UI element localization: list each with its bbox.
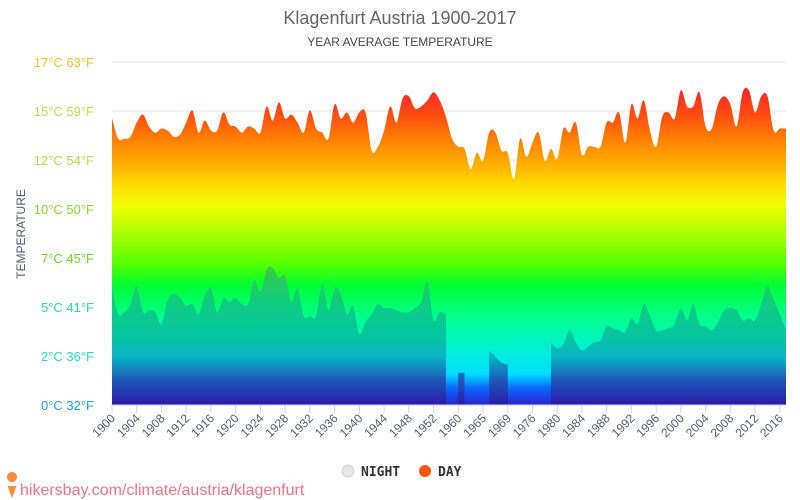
source-url[interactable]: hikersbay.com/climate/austria/klagenfurt xyxy=(20,482,305,499)
night-area-segment xyxy=(489,350,508,405)
night-area-segment xyxy=(112,266,446,405)
x-tick-label: 1996 xyxy=(633,411,662,440)
y-axis-labels: 0°C 32°F 2°C 36°F 5°C 41°F 7°C 45°F 10°C 50°… xyxy=(34,55,94,413)
x-tick-label: 2016 xyxy=(757,411,786,440)
chart-title: Klagenfurt Austria 1900-2017 xyxy=(283,8,516,28)
x-tick-label: 1992 xyxy=(609,411,638,440)
x-tick-label: 1988 xyxy=(584,411,613,440)
x-tick-label: 1904 xyxy=(114,411,143,440)
source-link[interactable]: hikersbay.com/climate/austria/klagenfurt xyxy=(7,472,305,499)
x-tick-label: 1965 xyxy=(460,411,489,440)
y-axis-title: TEMPERATURE xyxy=(14,189,28,279)
x-tick-label: 1900 xyxy=(89,411,118,440)
night-series-areas xyxy=(112,266,786,405)
x-tick-label: 1916 xyxy=(188,411,217,440)
legend-item-day[interactable]: DAY xyxy=(419,465,462,480)
y-tick-label: 17°C 63°F xyxy=(34,55,94,70)
legend-night-label: NIGHT xyxy=(361,465,400,480)
night-area-segment xyxy=(551,285,786,405)
y-tick-label: 15°C 59°F xyxy=(34,104,94,119)
x-tick-label: 1908 xyxy=(139,411,168,440)
x-tick-label: 1976 xyxy=(510,411,539,440)
x-tick-label: 1928 xyxy=(262,411,291,440)
x-tick-label: 1936 xyxy=(312,411,341,440)
x-tick-label: 2000 xyxy=(658,411,687,440)
map-pin-dot xyxy=(10,482,14,486)
x-tick-label: 1920 xyxy=(213,411,242,440)
legend-day-label: DAY xyxy=(438,465,462,480)
x-tick-label: 1969 xyxy=(485,411,514,440)
legend: NIGHT DAY xyxy=(341,464,462,480)
y-tick-label: 10°C 50°F xyxy=(34,202,94,217)
map-pin-icon xyxy=(7,472,18,498)
y-tick-label: 5°C 41°F xyxy=(41,300,94,315)
x-tick-label: 1984 xyxy=(559,411,588,440)
legend-item-night[interactable]: NIGHT xyxy=(341,464,400,480)
night-area-segment xyxy=(458,372,465,405)
x-tick-label: 1912 xyxy=(164,411,193,440)
x-tick-label: 1932 xyxy=(287,411,316,440)
x-tick-label: 1948 xyxy=(386,411,415,440)
x-tick-label: 2004 xyxy=(683,411,712,440)
x-tick-label: 1940 xyxy=(337,411,366,440)
day-legend-marker xyxy=(419,465,431,477)
x-tick-label: 1980 xyxy=(535,411,564,440)
y-tick-label: 7°C 45°F xyxy=(41,251,94,266)
x-tick-label: 1952 xyxy=(411,411,440,440)
chart-subtitle: YEAR AVERAGE TEMPERATURE xyxy=(307,35,492,49)
x-tick-label: 1944 xyxy=(361,411,390,440)
y-tick-label: 2°C 36°F xyxy=(41,349,94,364)
x-tick-label: 1924 xyxy=(238,411,267,440)
x-tick-label: 2008 xyxy=(708,411,737,440)
y-tick-label: 0°C 32°F xyxy=(41,398,94,413)
x-tick-label: 2012 xyxy=(732,411,761,440)
x-tick-label: 1960 xyxy=(436,411,465,440)
x-axis-labels: 1900190419081912191619201924192819321936… xyxy=(89,405,786,440)
y-tick-label: 12°C 54°F xyxy=(34,153,94,168)
night-legend-marker xyxy=(341,464,355,478)
